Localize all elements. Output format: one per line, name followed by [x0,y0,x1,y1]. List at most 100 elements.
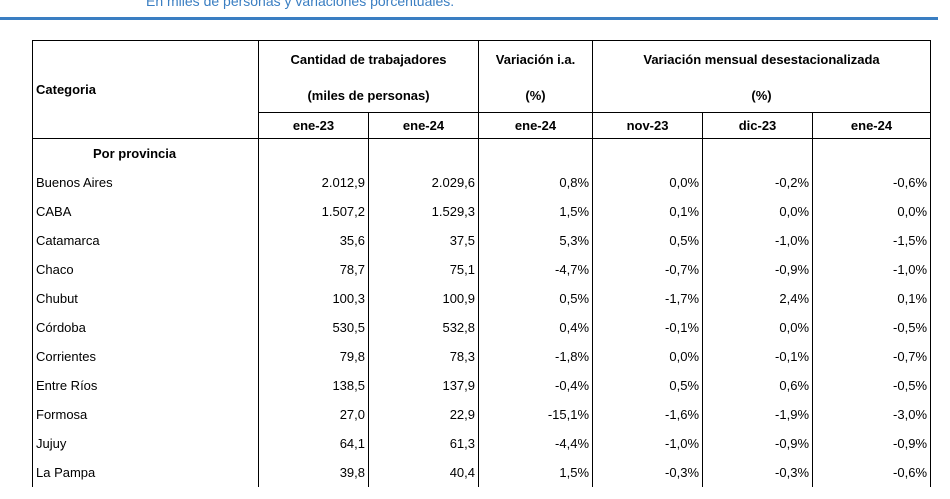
value-cell: -0,5% [812,313,932,342]
value-cell: -0,7% [812,342,932,371]
table: Categoria Cantidad de trabajadores Varia… [32,40,932,487]
value-cell: -0,9% [702,429,814,458]
value-cell: -0,7% [592,255,704,284]
value-cell: 2,4% [702,284,814,313]
value-cell: 1.507,2 [258,197,369,226]
value-cell: 0,6% [702,371,814,400]
table-row: Formosa 27,0 22,9 -15,1% -1,6% -1,9% -3,0% [32,400,932,429]
row-label: Catamarca [32,226,259,255]
value-cell: -0,6% [812,168,932,197]
table-row: CABA 1.507,2 1.529,3 1,5% 0,1% 0,0% 0,0% [32,197,932,226]
value-cell: 37,5 [367,226,480,255]
table-row: Corrientes 79,8 78,3 -1,8% 0,0% -0,1% -0,7% [32,342,932,371]
value-cell: 0,0% [592,168,704,197]
value-cell: 0,0% [702,197,814,226]
value-cell: -0,9% [812,429,932,458]
table-row: Córdoba 530,5 532,8 0,4% -0,1% 0,0% -0,5% [32,313,932,342]
row-label: CABA [32,197,259,226]
value-cell: 78,7 [258,255,369,284]
value-cell: 1,5% [478,458,594,487]
period-header: ene-23 [258,112,369,139]
table-row: Buenos Aires 2.012,9 2.029,6 0,8% 0,0% -0,2% -… [32,168,932,197]
row-label: Jujuy [32,429,259,458]
value-cell: 35,6 [258,226,369,255]
period-header: dic-23 [702,112,814,139]
value-cell: 40,4 [367,458,480,487]
value-cell: 0,0% [592,342,704,371]
value-cell: -0,3% [702,458,814,487]
value-cell: -1,0% [592,429,704,458]
header-cell: (%) [478,78,594,113]
value-cell: 0,5% [592,226,704,255]
row-label: Formosa [32,400,259,429]
table-row: Entre Ríos 138,5 137,9 -0,4% 0,5% 0,6% -0,5% [32,371,932,400]
row-label: Chubut [32,284,259,313]
header-cell: Variación mensual desestacionalizada [592,40,932,79]
table-row: Chubut 100,3 100,9 0,5% -1,7% 2,4% 0,1% [32,284,932,313]
row-label: Córdoba [32,313,259,342]
subtitle: En miles de personas y variaciones porce… [146,0,455,9]
value-cell: -0,1% [592,313,704,342]
value-cell: 0,4% [478,313,594,342]
value-cell: -4,7% [478,255,594,284]
period-header: nov-23 [592,112,704,139]
row-label: Chaco [32,255,259,284]
value-cell: 0,0% [702,313,814,342]
value-cell: -0,3% [592,458,704,487]
value-cell: -1,5% [812,226,932,255]
value-cell: 61,3 [367,429,480,458]
value-cell: 79,8 [258,342,369,371]
row-label: Corrientes [32,342,259,371]
header-cell: (miles de personas) [257,78,480,113]
value-cell: 0,5% [592,371,704,400]
value-cell: 1.529,3 [367,197,480,226]
header-cell: Cantidad de trabajadores [257,40,480,79]
value-cell: -3,0% [812,400,932,429]
value-cell: -1,7% [592,284,704,313]
value-cell: 0,1% [592,197,704,226]
table-row: La Pampa 39,8 40,4 1,5% -0,3% -0,3% -0,6% [32,458,932,487]
value-cell: -0,5% [812,371,932,400]
value-cell: -1,8% [478,342,594,371]
value-cell: 78,3 [367,342,480,371]
value-cell: -0,2% [702,168,814,197]
value-cell: 138,5 [258,371,369,400]
header-cell: Categoria [32,40,259,139]
table-row: Chaco 78,7 75,1 -4,7% -0,7% -0,9% -1,0% [32,255,932,284]
row-label: Buenos Aires [32,168,259,197]
value-cell: -1,0% [702,226,814,255]
value-cell: 0,8% [478,168,594,197]
value-cell: 0,0% [812,197,932,226]
value-cell: -0,1% [702,342,814,371]
value-cell: 64,1 [258,429,369,458]
value-cell: -15,1% [478,400,594,429]
value-cell: 532,8 [367,313,480,342]
value-cell: -0,6% [812,458,932,487]
value-cell: 2.012,9 [258,168,369,197]
table-row: Jujuy 64,1 61,3 -4,4% -1,0% -0,9% -0,9% [32,429,932,458]
value-cell: 0,1% [812,284,932,313]
value-cell: 530,5 [258,313,369,342]
value-cell: 100,9 [367,284,480,313]
value-cell: -1,0% [812,255,932,284]
value-cell: 39,8 [258,458,369,487]
header-cell: Variación i.a. [478,40,594,79]
value-cell: 2.029,6 [367,168,480,197]
period-header: ene-24 [478,112,594,139]
row-label: La Pampa [32,458,259,487]
period-header: ene-24 [367,112,480,139]
value-cell: 22,9 [367,400,480,429]
divider [0,17,938,20]
value-cell: 27,0 [258,400,369,429]
value-cell: -4,4% [478,429,594,458]
value-cell: 137,9 [367,371,480,400]
value-cell: 5,3% [478,226,594,255]
value-cell: 1,5% [478,197,594,226]
section-label: Por provincia [32,138,259,168]
value-cell: -1,9% [702,400,814,429]
table-row: Catamarca 35,6 37,5 5,3% 0,5% -1,0% -1,5% [32,226,932,255]
value-cell: -1,6% [592,400,704,429]
value-cell: -0,9% [702,255,814,284]
row-label: Entre Ríos [32,371,259,400]
